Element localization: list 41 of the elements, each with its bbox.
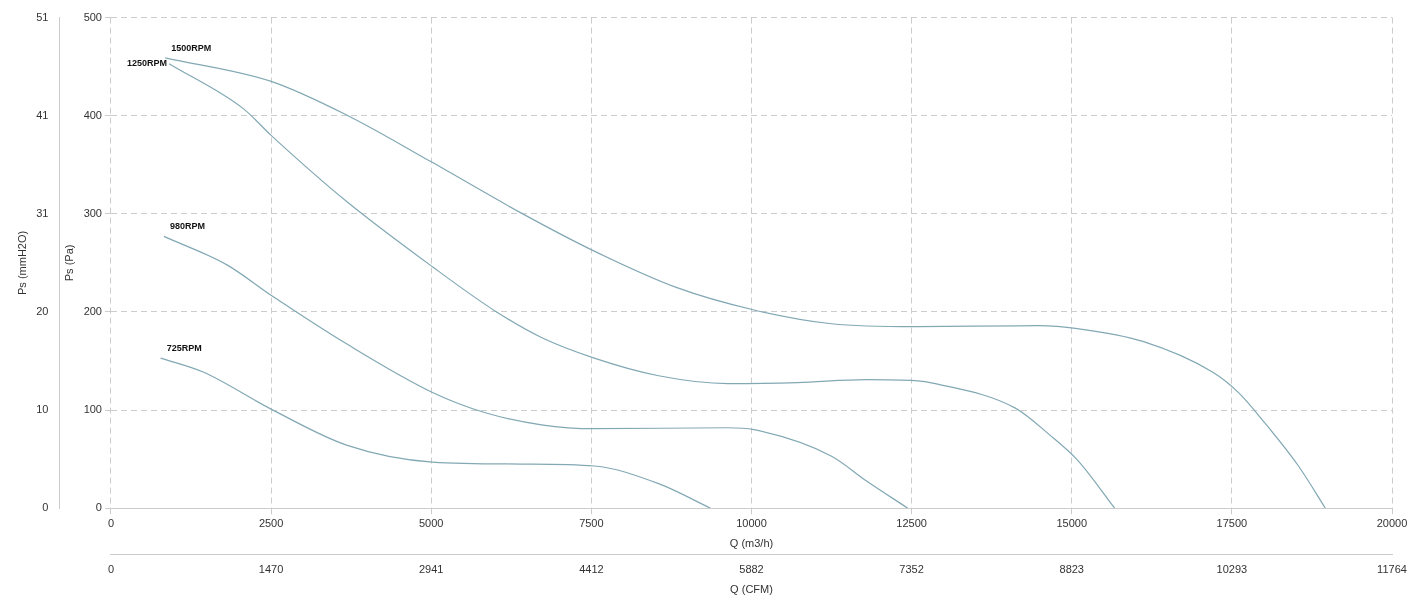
y-tick-label: 200 (83, 304, 102, 317)
x2-tick-label: 5882 (739, 563, 764, 576)
y2-tick-label: 20 (36, 304, 49, 317)
x2-tick-label: 8823 (1059, 563, 1084, 576)
series-label: 980RPM (169, 221, 205, 232)
line-series (160, 357, 712, 509)
x2-tick-label: 4412 (579, 563, 604, 576)
x2-tick-label: 0 (107, 563, 115, 576)
y-tick-label: 0 (95, 501, 102, 514)
x-tick-label: 17500 (1216, 516, 1248, 529)
y-axis-title: Ps (Pa) (63, 244, 76, 282)
x-tick-label: 12500 (896, 516, 927, 529)
line-series (163, 235, 909, 509)
y-tick-label: 100 (83, 403, 102, 416)
y2-tick-label: 51 (36, 10, 49, 23)
x-tick-label: 10000 (736, 516, 767, 529)
series-label: 725RPM (166, 343, 202, 354)
x2-tick-label: 11764 (1377, 563, 1407, 576)
x2-tick-label: 10293 (1216, 563, 1248, 576)
x-tick-label: 0 (107, 516, 115, 529)
series-label: 1250RPM (127, 57, 168, 68)
x-tick-label: 15000 (1056, 516, 1088, 529)
y2-tick-label: 31 (36, 206, 49, 219)
x2-axis-title: Q (CFM) (730, 583, 773, 596)
series-label: 1500RPM (171, 42, 212, 53)
x-tick-label: 20000 (1376, 516, 1408, 529)
y2-tick-label: 0 (42, 501, 49, 514)
x-tick-label: 5000 (419, 516, 444, 529)
y2-tick-label: 41 (36, 108, 49, 121)
x2-tick-label: 1470 (258, 563, 284, 576)
x2-tick-label: 2941 (419, 563, 444, 576)
y-tick-label: 400 (83, 108, 102, 121)
y2-tick-label: 10 (36, 403, 49, 416)
y-tick-label: 300 (83, 206, 102, 219)
y-tick-label: 500 (83, 10, 102, 23)
line-series (168, 63, 1116, 509)
x-tick-label: 2500 (258, 516, 284, 529)
x2-tick-label: 7352 (899, 563, 924, 576)
x-axis-title: Q (m3/h) (729, 537, 774, 550)
x-tick-label: 7500 (579, 516, 604, 529)
y2-axis-title: Ps (mmH2O) (15, 230, 28, 295)
